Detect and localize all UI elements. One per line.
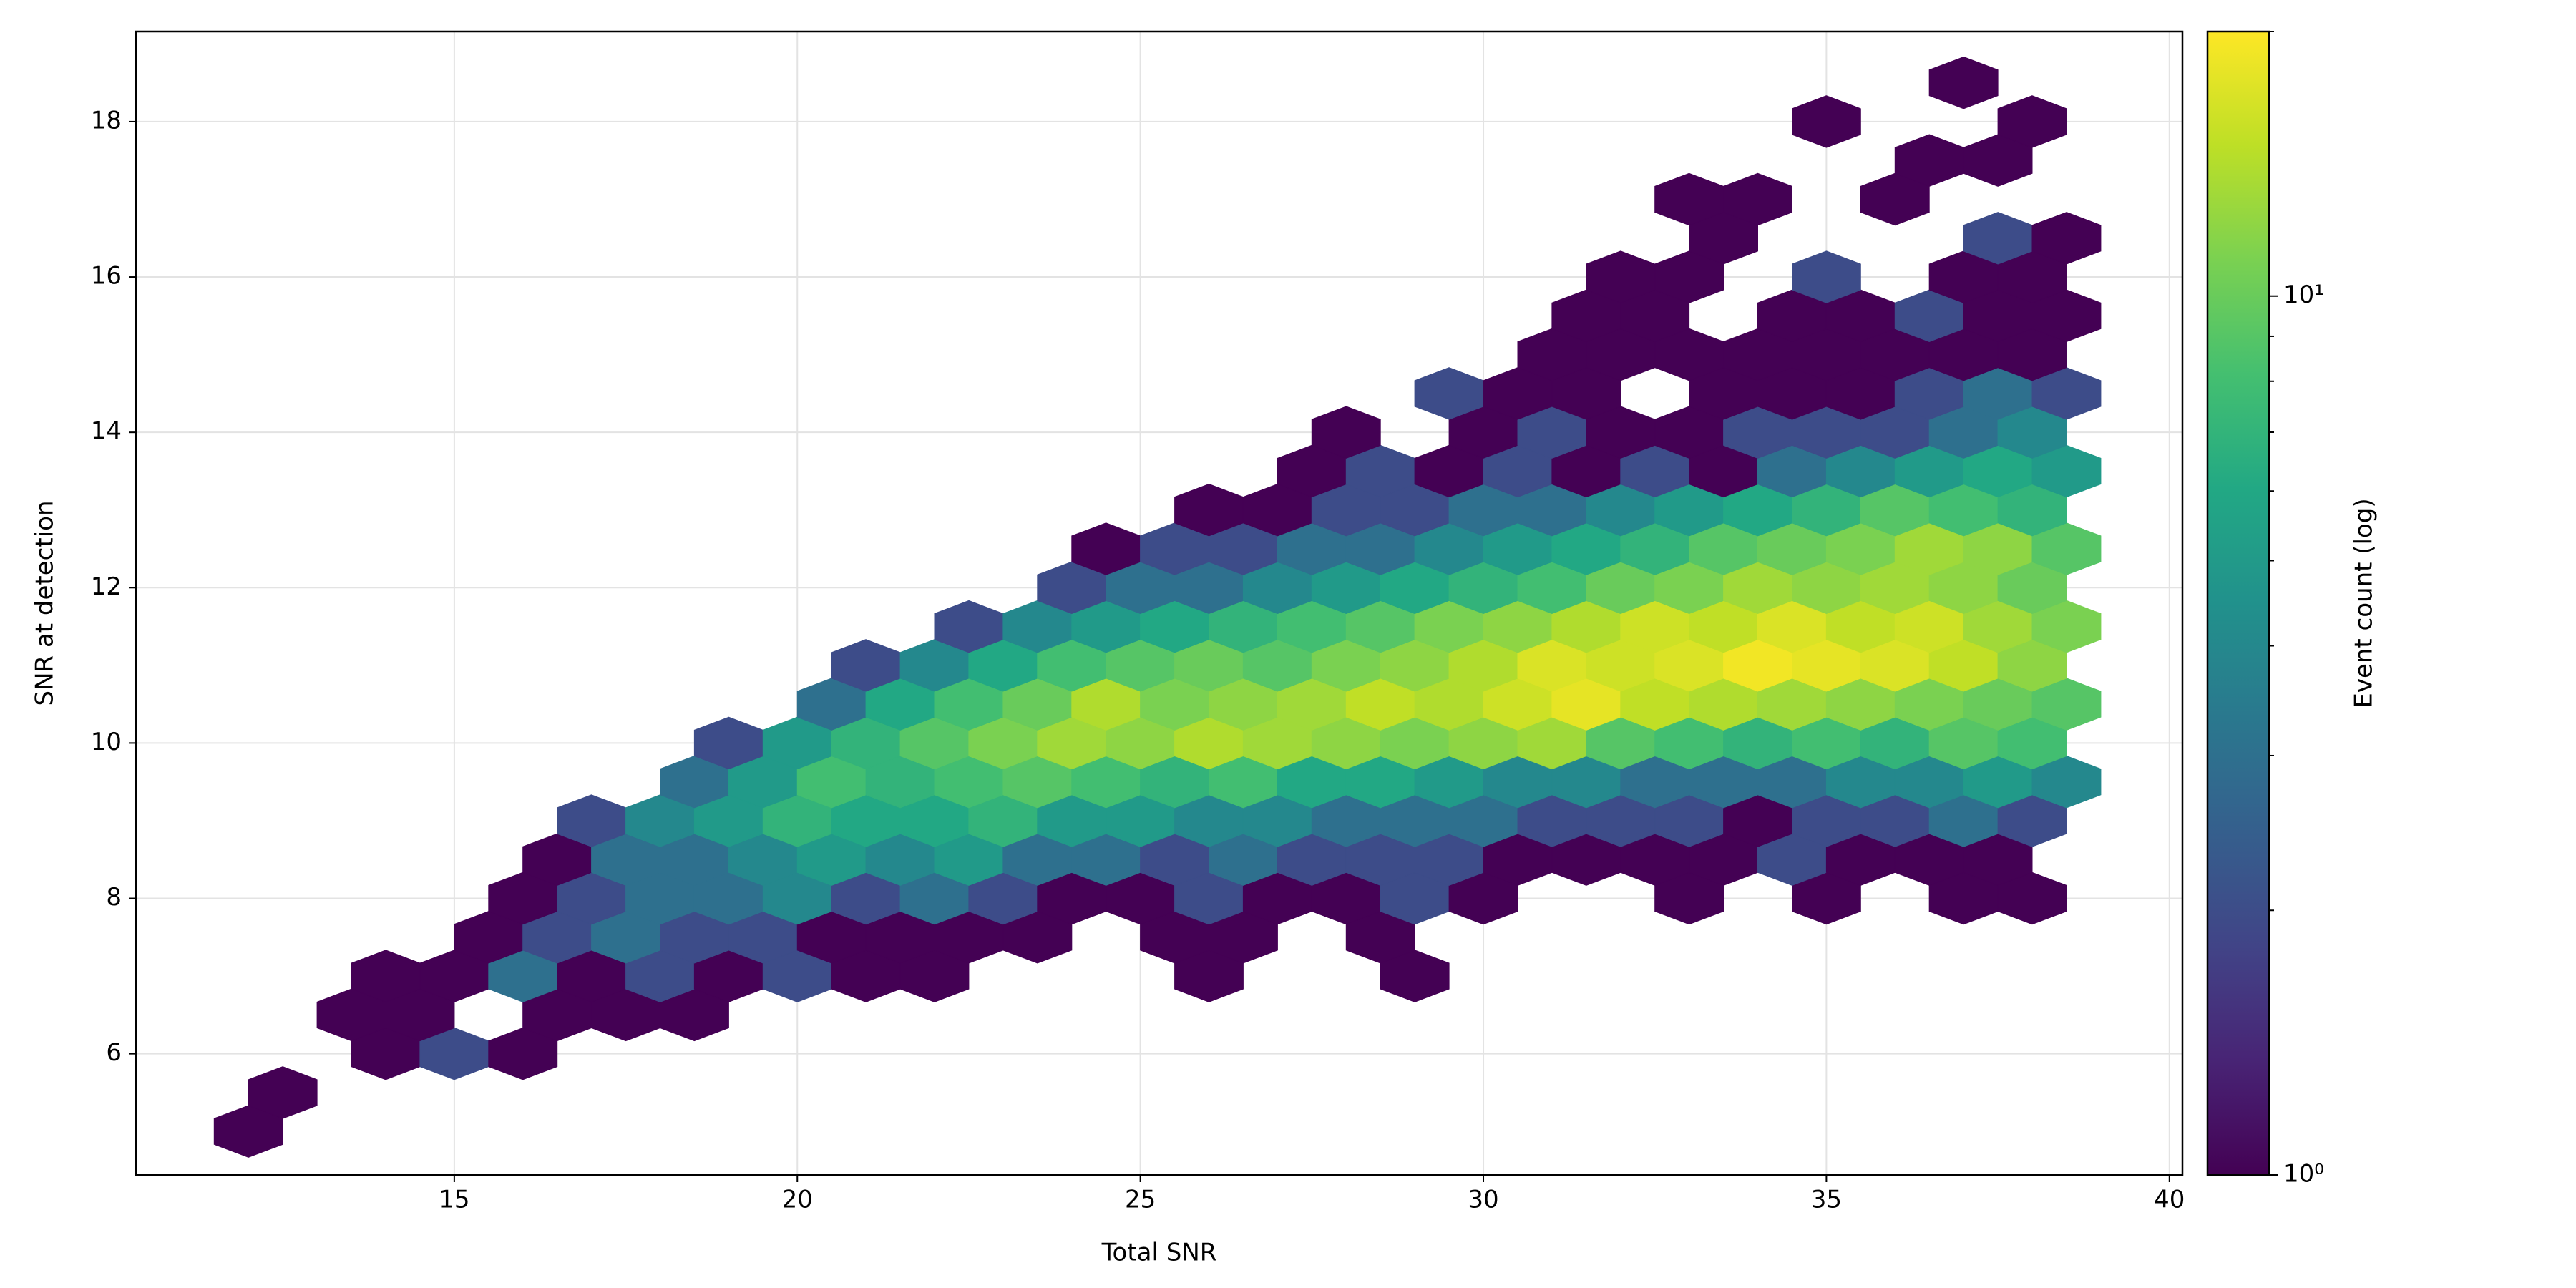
y-tick-label: 10 — [91, 728, 122, 756]
y-tick-label: 14 — [91, 417, 122, 446]
hexbin-cell — [1792, 250, 1861, 303]
y-axis-label: SNR at detection — [31, 501, 59, 706]
hexbins — [213, 56, 2102, 1158]
hexbin-cell — [1311, 406, 1381, 459]
hexbin-cell — [2031, 212, 2102, 265]
x-tick-label: 20 — [782, 1186, 813, 1214]
y-tick-label: 18 — [91, 106, 122, 135]
colorbar-tick-label: 10¹ — [2283, 280, 2324, 309]
hexbin-cell — [1723, 172, 1792, 226]
axes: 15 20 25 30 35 40 6 8 10 12 14 16 18 10⁰ 10¹ — [91, 30, 2324, 1214]
x-axis-label: Total SNR — [1101, 1239, 1217, 1267]
x-tick-label: 40 — [2154, 1186, 2185, 1214]
hexbin-cell — [1928, 56, 1999, 109]
y-tick-label: 8 — [106, 883, 122, 912]
y-tick-label: 6 — [106, 1038, 122, 1067]
x-tick-label: 15 — [439, 1186, 469, 1214]
x-tick-label: 25 — [1125, 1186, 1156, 1214]
x-tick-label: 30 — [1468, 1186, 1498, 1214]
hexbin-cell — [1792, 95, 1861, 148]
colorbar-tick-label: 10⁰ — [2283, 1160, 2324, 1189]
y-tick-label: 16 — [91, 262, 122, 291]
colorbar-label: Event count (log) — [2350, 498, 2379, 708]
x-tick-label: 35 — [1811, 1186, 1842, 1214]
colorbar — [2206, 30, 2270, 1176]
hexbin-cell — [1997, 95, 2067, 148]
y-tick-label: 12 — [91, 572, 122, 601]
hexbin-cell — [248, 1066, 318, 1119]
plot-frame — [135, 30, 2184, 1176]
